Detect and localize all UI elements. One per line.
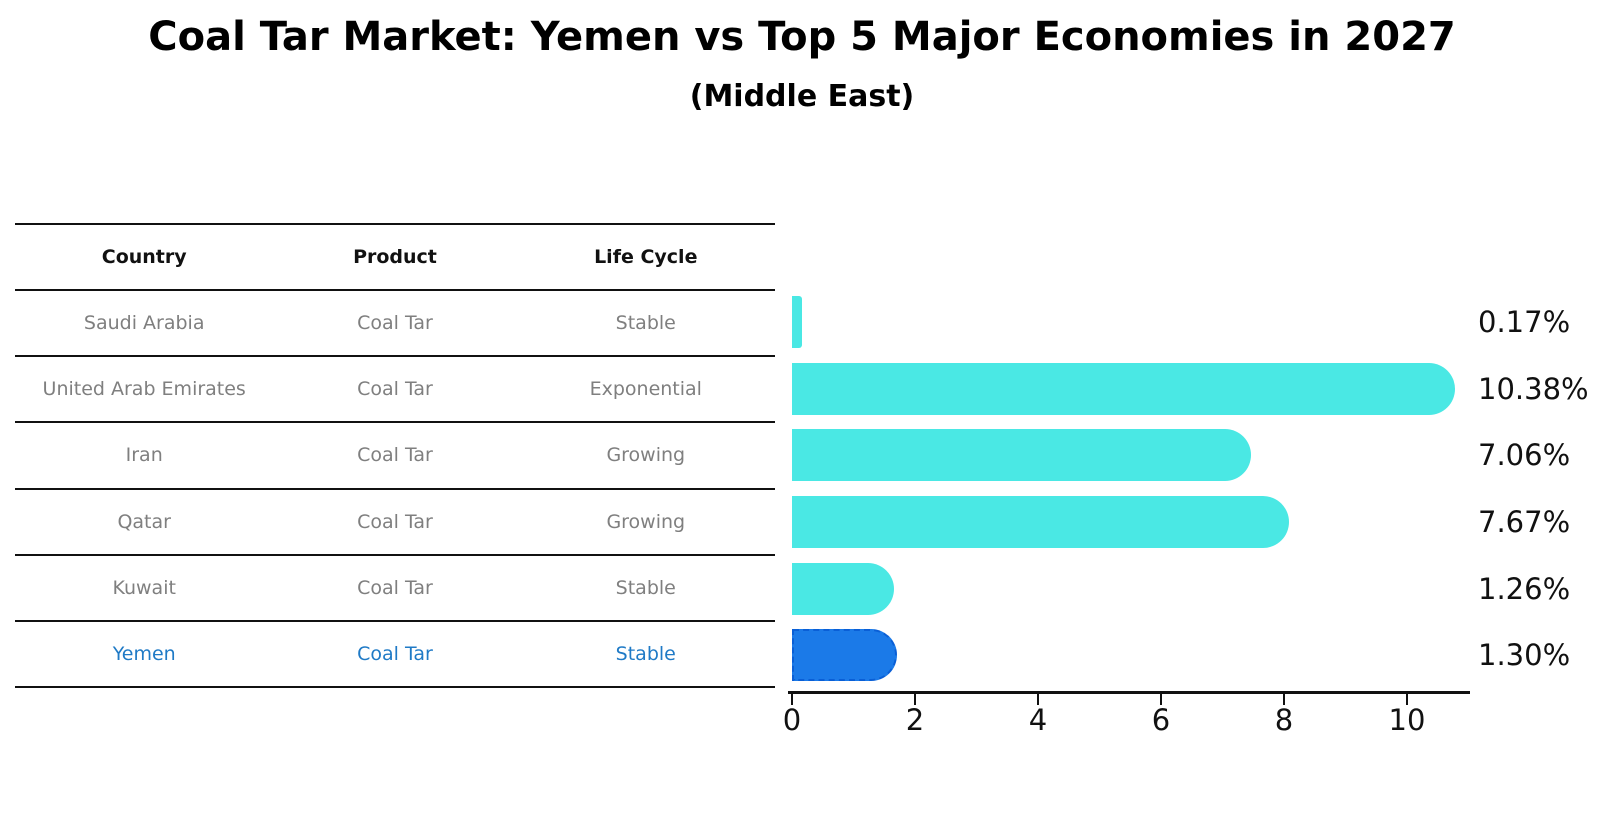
cell-life-cycle: Growing [606, 510, 686, 533]
column-header-country: Country [101, 246, 187, 268]
cell-product: Coal Tar [357, 576, 433, 599]
cell-product: Coal Tar [357, 378, 433, 401]
bar-united-arab-emirates [792, 362, 1456, 415]
value-label-yemen: 1.30% [1478, 638, 1571, 673]
cell-country: Yemen [112, 643, 176, 666]
chart-subtitle: (Middle East) [689, 79, 915, 114]
x-tick-mark-2 [913, 694, 917, 705]
cell-country: Kuwait [112, 576, 176, 599]
value-label-kuwait: 1.26% [1478, 571, 1571, 606]
bar-saudi-arabia [792, 296, 803, 349]
cell-life-cycle: Stable [615, 312, 676, 335]
cell-life-cycle: Stable [615, 576, 676, 599]
x-axis-line [788, 691, 1470, 694]
value-label-saudi-arabia: 0.17% [1478, 305, 1571, 340]
chart-title: Coal Tar Market: Yemen vs Top 5 Major Ec… [148, 14, 1456, 60]
cell-country: Qatar [117, 510, 171, 533]
table-row-yemen: Yemen Coal Tar Stable [15, 622, 775, 689]
bar-kuwait [792, 562, 895, 615]
x-tick-mark-8 [1282, 694, 1286, 705]
bar-chart-plot [790, 289, 1468, 689]
x-tick-label-10: 10 [1388, 703, 1426, 737]
table-row-qatar: Qatar Coal Tar Growing [15, 490, 775, 556]
table-row-united-arab-emirates: United Arab Emirates Coal Tar Exponential [15, 357, 775, 424]
bar-band-saudi-arabia [790, 289, 1468, 356]
cell-product: Coal Tar [357, 312, 433, 335]
cell-life-cycle: Exponential [589, 378, 702, 401]
bar-band-iran [790, 422, 1468, 489]
x-tick-mark-0 [790, 694, 794, 705]
x-tick-label-8: 8 [1274, 703, 1294, 737]
bar-band-kuwait [790, 555, 1468, 622]
cell-country: Saudi Arabia [83, 312, 205, 335]
data-table: Country Product Life Cycle Saudi Arabia C… [15, 223, 775, 689]
x-tick-mark-6 [1159, 694, 1163, 705]
column-header-life-cycle: Life Cycle [594, 246, 698, 268]
bar-iran [792, 429, 1252, 482]
cell-product: Coal Tar [357, 643, 433, 666]
value-label-qatar: 7.67% [1478, 505, 1571, 540]
x-tick-label-6: 6 [1151, 703, 1171, 737]
column-header-product: Product [353, 246, 437, 268]
bar-band-united-arab-emirates [790, 356, 1468, 423]
x-tick-label-2: 2 [905, 703, 925, 737]
x-tick-label-0: 0 [782, 703, 802, 737]
table-row-iran: Iran Coal Tar Growing [15, 423, 775, 490]
table-body: Saudi Arabia Coal Tar Stable United Arab Em… [15, 291, 775, 689]
table-row-saudi-arabia: Saudi Arabia Coal Tar Stable [15, 291, 775, 358]
bar-qatar [792, 496, 1289, 549]
table-header-row: Country Product Life Cycle [15, 225, 775, 291]
value-label-united-arab-emirates: 10.38% [1478, 371, 1589, 406]
table-row-kuwait: Kuwait Coal Tar Stable [15, 556, 775, 622]
x-tick-mark-10 [1405, 694, 1409, 705]
bar-band-yemen [790, 622, 1468, 689]
cell-life-cycle: Growing [606, 444, 686, 467]
x-tick-label-4: 4 [1028, 703, 1048, 737]
cell-country: United Arab Emirates [42, 378, 246, 401]
bar-band-qatar [790, 489, 1468, 556]
bar-yemen [792, 629, 897, 682]
cell-country: Iran [125, 444, 163, 467]
cell-life-cycle: Stable [615, 643, 676, 666]
cell-product: Coal Tar [357, 444, 433, 467]
x-tick-mark-4 [1036, 694, 1040, 705]
cell-product: Coal Tar [357, 510, 433, 533]
value-label-iran: 7.06% [1478, 438, 1571, 473]
